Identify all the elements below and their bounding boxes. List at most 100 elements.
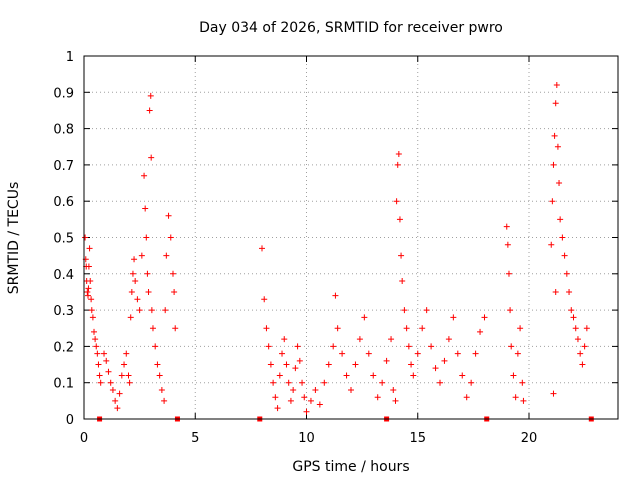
data-point — [303, 408, 310, 415]
data-point — [468, 379, 475, 386]
data-point — [566, 288, 573, 295]
data-point — [343, 372, 350, 379]
data-point — [410, 372, 417, 379]
data-point — [399, 278, 406, 285]
data-point — [325, 361, 332, 368]
data-point — [390, 386, 397, 393]
data-point — [294, 343, 301, 350]
y-tick-label: 0.7 — [53, 159, 74, 174]
x-axis-title: GPS time / hours — [292, 459, 409, 475]
data-point — [114, 405, 121, 412]
data-point — [279, 350, 286, 357]
data-point — [330, 343, 337, 350]
y-tick-label: 0.1 — [53, 377, 74, 392]
data-point — [172, 325, 179, 332]
data-point — [148, 154, 155, 161]
data-point — [105, 368, 112, 375]
data-point — [316, 401, 323, 408]
data-point — [272, 394, 279, 401]
data-point — [88, 307, 95, 314]
data-point — [94, 350, 101, 357]
data-point — [136, 307, 143, 314]
data-point — [263, 325, 270, 332]
data-point — [274, 405, 281, 412]
data-point — [154, 361, 161, 368]
data-point — [146, 107, 153, 114]
data-point — [307, 397, 314, 404]
data-point — [261, 296, 268, 303]
data-point — [112, 397, 119, 404]
data-point — [152, 343, 159, 350]
data-point — [561, 252, 568, 259]
data-point — [87, 278, 94, 285]
data-point — [85, 285, 92, 292]
data-point — [321, 379, 328, 386]
data-point — [454, 350, 461, 357]
data-point — [129, 270, 136, 277]
data-point — [370, 372, 377, 379]
data-point — [296, 357, 303, 364]
data-point — [557, 216, 564, 223]
y-tick-label: 0.5 — [53, 232, 74, 247]
data-point — [116, 390, 123, 397]
data-point — [348, 386, 354, 393]
data-point — [361, 314, 368, 321]
y-tick-label: 0.4 — [53, 268, 74, 283]
data-point — [145, 288, 152, 295]
data-point — [339, 350, 346, 357]
data-point — [88, 296, 95, 303]
data-point — [121, 361, 128, 368]
data-point — [581, 343, 588, 350]
data-point — [128, 288, 135, 295]
x-tick-label: 0 — [80, 431, 88, 446]
data-point — [149, 325, 156, 332]
y-tick-label: 1 — [66, 50, 74, 65]
data-point — [568, 307, 575, 314]
data-point — [514, 350, 521, 357]
y-tick-label: 0.3 — [53, 304, 74, 319]
data-point — [163, 252, 170, 259]
data-point — [401, 307, 408, 314]
data-point — [403, 325, 410, 332]
data-point — [520, 397, 527, 404]
data-point — [138, 252, 145, 259]
data-point — [131, 256, 138, 263]
data-point — [334, 325, 341, 332]
data-point — [142, 205, 149, 212]
axis-ticks: 00.10.20.30.40.50.60.70.80.910 5 10 15 20 — [53, 50, 618, 446]
data-point — [549, 198, 556, 205]
data-point — [405, 343, 412, 350]
y-tick-label: 0.2 — [53, 340, 74, 355]
data-point — [577, 350, 584, 357]
y-tick-label: 0.9 — [53, 86, 74, 101]
data-point — [459, 372, 466, 379]
data-point — [126, 379, 133, 386]
data-point — [507, 307, 514, 314]
data-point — [379, 379, 386, 386]
data-point — [570, 314, 577, 321]
data-point — [563, 270, 570, 277]
data-point — [463, 394, 470, 401]
data-point — [125, 372, 132, 379]
data-point — [394, 161, 401, 168]
grid — [84, 56, 618, 419]
data-point — [477, 328, 484, 335]
data-point — [392, 397, 399, 404]
y-tick-label: 0.6 — [53, 195, 74, 210]
data-point — [583, 325, 590, 332]
data-point — [103, 357, 110, 364]
data-point — [161, 397, 168, 404]
data-point — [572, 325, 579, 332]
data-point — [86, 245, 93, 252]
data-point — [556, 180, 563, 187]
data-point — [312, 386, 319, 393]
data-point — [301, 394, 308, 401]
data-point — [437, 379, 443, 386]
data-point — [276, 372, 283, 379]
data-point — [503, 223, 510, 230]
x-tick-label: 15 — [409, 431, 426, 446]
data-point — [393, 198, 400, 205]
data-point — [107, 379, 114, 386]
data-point — [553, 82, 560, 89]
data-point — [283, 361, 290, 368]
